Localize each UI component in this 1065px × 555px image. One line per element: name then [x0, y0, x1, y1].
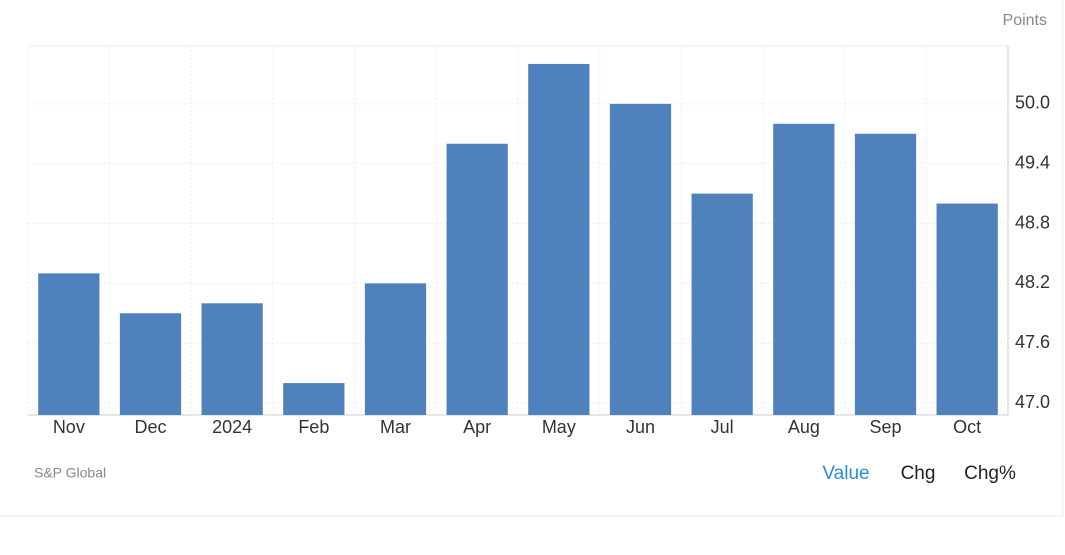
bar — [201, 303, 263, 415]
control-button[interactable]: Value — [822, 463, 869, 484]
bar — [691, 193, 753, 415]
y-tick-label: 47.6 — [1015, 332, 1050, 352]
x-tick-label: Feb — [298, 417, 329, 437]
control-button[interactable]: Chg — [901, 463, 936, 484]
x-tick-label: Apr — [463, 417, 491, 437]
bar — [609, 103, 672, 415]
bar — [119, 313, 182, 415]
bar — [283, 383, 345, 415]
bar — [854, 133, 917, 416]
y-tick-label: 47.0 — [1015, 392, 1050, 412]
y-tick-label: 48.8 — [1015, 212, 1050, 232]
x-tick-label: Jun — [626, 417, 655, 437]
control-button[interactable]: Chg% — [964, 463, 1016, 484]
source: S&P Global — [34, 465, 106, 481]
x-tick-label: Jul — [711, 417, 734, 437]
bar — [528, 63, 590, 415]
bar — [446, 143, 508, 415]
unit-label: Points — [1003, 12, 1047, 29]
x-tick-label: Aug — [788, 417, 820, 437]
bar — [38, 273, 100, 415]
x-tick-label: Oct — [953, 417, 981, 437]
bar — [773, 123, 835, 416]
x-tick-label: Dec — [134, 417, 166, 437]
x-tick-label: Mar — [380, 417, 411, 437]
bar — [936, 203, 998, 415]
x-tick-label: Sep — [869, 417, 901, 437]
y-tick-label: 50.0 — [1015, 93, 1050, 113]
x-tick-label: 2024 — [212, 417, 252, 437]
y-tick-label: 48.2 — [1015, 272, 1050, 292]
x-tick-label: May — [542, 417, 576, 437]
y-tick-label: 49.4 — [1015, 152, 1050, 172]
x-tick-label: Nov — [53, 417, 85, 437]
bar — [364, 283, 427, 415]
